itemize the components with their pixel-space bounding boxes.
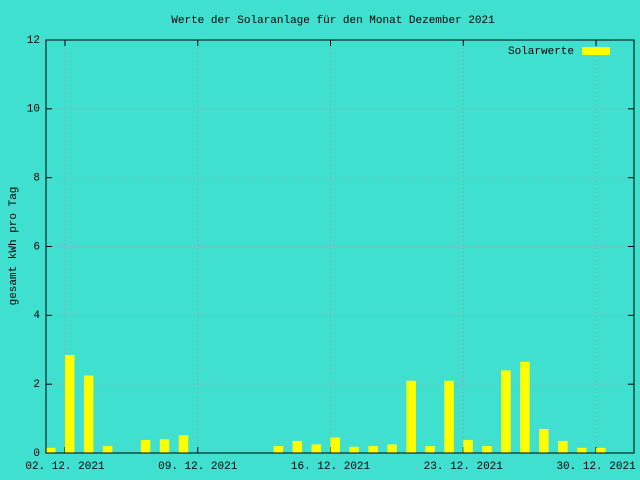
bar <box>311 444 322 453</box>
x-tick-label: 30. 12. 2021 <box>556 461 636 473</box>
bar <box>501 370 511 453</box>
x-tick-label: 23. 12. 2021 <box>424 461 504 473</box>
y-tick-label: 4 <box>33 310 40 322</box>
bar <box>482 446 492 453</box>
bar <box>46 447 56 453</box>
y-tick-label: 2 <box>33 379 40 391</box>
x-tick-label: 02. 12. 2021 <box>25 461 105 473</box>
y-tick-label: 12 <box>27 35 40 47</box>
x-tick-label: 16. 12. 2021 <box>291 461 371 473</box>
y-tick-label: 0 <box>33 448 40 460</box>
bar <box>539 428 549 453</box>
bar <box>520 361 530 453</box>
bar <box>558 440 568 453</box>
bar <box>330 437 340 453</box>
bar <box>463 439 473 453</box>
bar <box>159 439 170 453</box>
plot-border <box>45 39 635 454</box>
legend-swatch <box>582 47 610 55</box>
bar <box>425 446 435 453</box>
chart-title: Werte der Solaranlage für den Monat Deze… <box>171 15 495 27</box>
bar <box>577 447 587 453</box>
bar <box>64 354 75 453</box>
bar <box>140 439 151 453</box>
bar <box>292 440 303 453</box>
y-axis-label: gesamt kWh pro Tag <box>8 187 20 306</box>
bar <box>406 380 416 453</box>
bar <box>83 375 94 453</box>
x-tick-label: 09. 12. 2021 <box>158 461 238 473</box>
bar <box>596 447 606 453</box>
bar <box>387 444 397 453</box>
bar <box>444 380 454 453</box>
legend-label: Solarwerte <box>508 46 574 58</box>
bar <box>349 446 359 453</box>
y-tick-label: 10 <box>27 104 40 116</box>
y-tick-label: 6 <box>33 241 40 253</box>
bar <box>102 446 113 453</box>
bar <box>178 435 189 453</box>
bar <box>368 446 378 453</box>
y-tick-label: 8 <box>33 173 40 185</box>
bar <box>273 446 284 453</box>
